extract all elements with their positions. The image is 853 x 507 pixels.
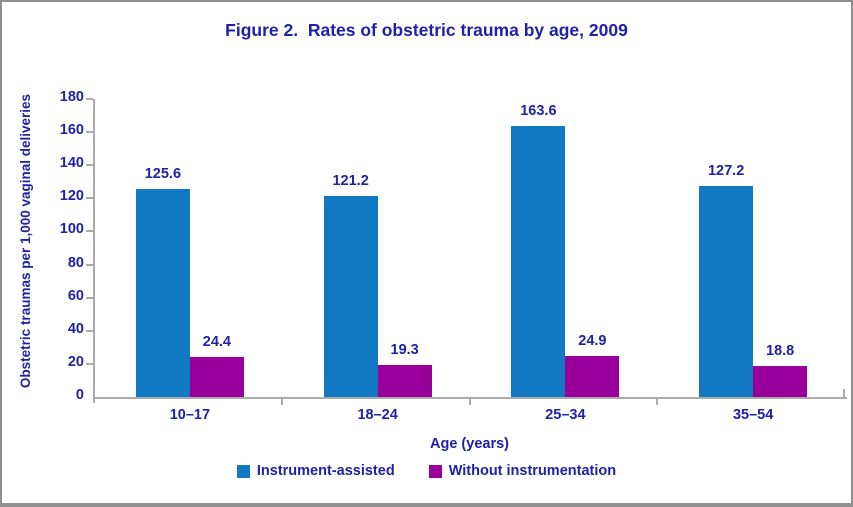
y-tick-label: 60 (67, 287, 84, 304)
x-tick-label: 25–34 (545, 407, 586, 423)
bar-value-label: 121.2 (332, 173, 369, 189)
y-tick (86, 230, 93, 233)
legend-label: Instrument-assisted (256, 463, 395, 479)
x-axis-title: Age (years) (430, 436, 509, 452)
bar (135, 189, 190, 397)
bar-value-label: 19.3 (390, 342, 419, 358)
y-tick-label: 140 (59, 155, 84, 172)
x-tick-label: 10–17 (169, 407, 211, 423)
legend: Instrument-assisted Without instrumentat… (2, 463, 851, 479)
y-tick (86, 98, 93, 100)
y-tick (86, 197, 93, 200)
y-tick (86, 164, 93, 167)
y-tick (86, 131, 93, 134)
y-tick-label: 20 (67, 353, 84, 370)
bar-value-label: 18.8 (766, 343, 795, 359)
y-axis-line (93, 99, 95, 403)
chart-title: Figure 2. Rates of obstetric trauma by a… (225, 20, 628, 40)
x-axis-line (93, 397, 847, 399)
legend-label: Without instrumentation (448, 463, 617, 479)
bar (565, 356, 620, 397)
y-tick (86, 362, 93, 365)
bar (323, 196, 378, 397)
bar (753, 366, 808, 397)
bar (377, 365, 432, 397)
y-tick-label: 160 (59, 122, 84, 139)
y-tick (86, 296, 93, 299)
y-tick-label: 0 (75, 387, 84, 403)
x-tick (280, 399, 283, 405)
bar-value-label: 125.6 (144, 166, 182, 182)
legend-item: Without instrumentation (428, 463, 617, 479)
bar-value-label: 24.4 (202, 334, 231, 350)
plot-area: 0 20 40 60 80 100 120 140 160 180 125.6 24.4 10–17 12… (60, 89, 847, 423)
y-tick-label: 80 (67, 254, 84, 271)
legend-swatch-purple-icon (428, 464, 442, 478)
y-tick-label: 180 (59, 89, 84, 105)
bar-value-label: 127.2 (707, 163, 745, 179)
x-axis-end-tick (843, 389, 845, 397)
bar (511, 126, 566, 397)
y-tick (86, 329, 93, 332)
bar-value-label: 163.6 (520, 103, 557, 119)
legend-swatch-blue-icon (236, 464, 250, 478)
x-tick-label: 35–54 (732, 407, 774, 423)
bar-value-label: 24.9 (578, 333, 607, 349)
y-tick-label: 100 (59, 221, 84, 238)
x-tick (468, 399, 471, 405)
x-tick (656, 399, 659, 405)
x-tick-label: 18–24 (357, 407, 398, 423)
bar (699, 186, 754, 397)
y-tick (86, 263, 93, 266)
y-axis-title: Obstetric traumas per 1,000 vaginal deli… (18, 93, 33, 389)
y-tick-label: 120 (59, 188, 84, 205)
y-tick-label: 40 (67, 320, 84, 337)
bar (189, 357, 244, 397)
legend-item: Instrument-assisted (236, 463, 395, 479)
